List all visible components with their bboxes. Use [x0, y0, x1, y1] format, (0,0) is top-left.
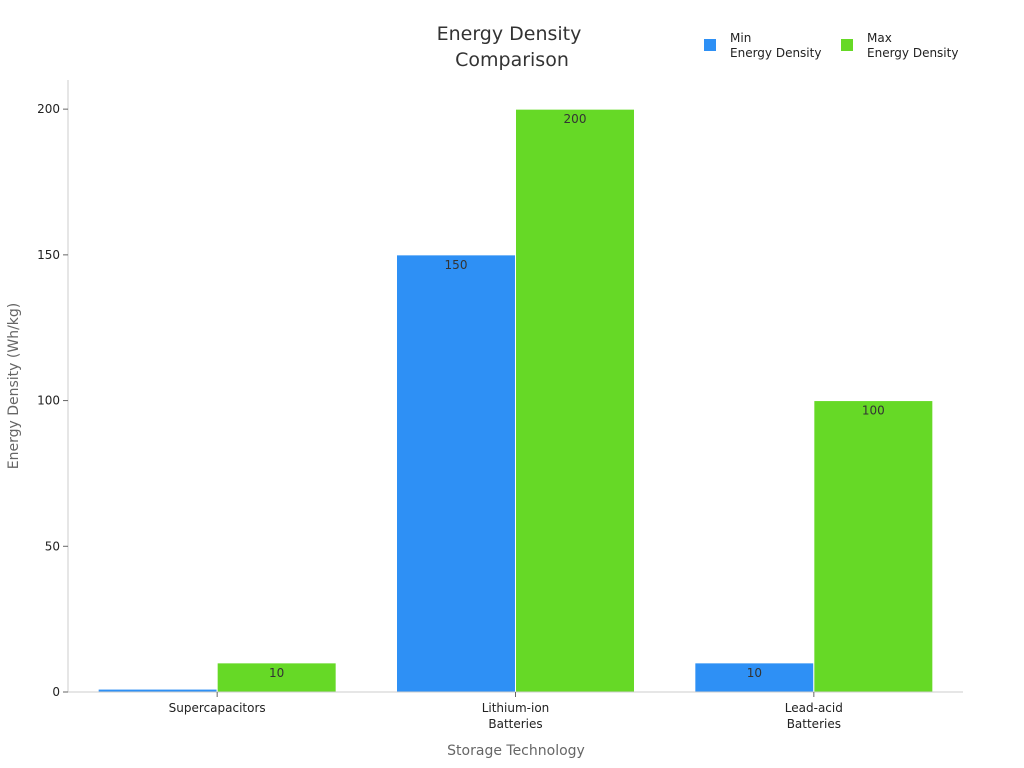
- chart-title: Energy Density Comparison: [437, 23, 588, 71]
- x-tick-label-line: Supercapacitors: [169, 701, 266, 715]
- y-axis-title: Energy Density (Wh/kg): [6, 303, 22, 470]
- y-tick-label: 50: [45, 539, 60, 553]
- x-tick-label: Lead-acid Batteries: [785, 701, 843, 731]
- legend-label-line: Energy Density: [867, 46, 958, 60]
- y-tick-label: 0: [52, 685, 60, 699]
- bar-max-2: [813, 400, 934, 693]
- chart-title-line: Energy Density: [437, 23, 582, 45]
- legend-label: Min Energy Density: [730, 31, 821, 60]
- chart-title-line: Comparison: [455, 49, 569, 71]
- data-label: 10: [747, 666, 762, 680]
- y-tick-label: 100: [37, 394, 60, 408]
- legend-swatch: [841, 39, 853, 51]
- y-tick-label: 200: [37, 102, 60, 116]
- legend-label-line: Energy Density: [730, 46, 821, 60]
- legend-label-line: Max: [867, 31, 892, 45]
- data-label: 10: [269, 666, 284, 680]
- data-label: 150: [445, 258, 468, 272]
- x-tick-label-line: Lithium-ion: [482, 701, 550, 715]
- x-tick-label: Lithium-ion Batteries: [482, 701, 550, 731]
- x-axis-title: Storage Technology: [447, 743, 585, 759]
- bar-min-2: [694, 662, 815, 693]
- y-axis: 0 50 100 150 200: [37, 80, 69, 699]
- bar-min-1: [396, 254, 516, 693]
- legend-label: Max Energy Density: [867, 31, 958, 60]
- y-tick-label: 150: [37, 248, 60, 262]
- x-axis: Supercapacitors Lithium-ion BatteriesLead-…: [68, 691, 963, 731]
- data-label: 200: [564, 112, 587, 126]
- x-tick-label-line: Lead-acid: [785, 701, 843, 715]
- bar-max-0: [216, 662, 337, 693]
- x-tick-label-line: Batteries: [787, 717, 841, 731]
- x-tick-label: Supercapacitors: [169, 701, 266, 715]
- legend-swatch: [704, 39, 716, 51]
- legend-label-line: Min: [730, 31, 751, 45]
- data-label: 100: [862, 404, 885, 418]
- bars-group: 10 150 200 10 100: [97, 108, 934, 693]
- x-tick-label-line: Batteries: [488, 717, 542, 731]
- bar-max-1: [515, 108, 635, 693]
